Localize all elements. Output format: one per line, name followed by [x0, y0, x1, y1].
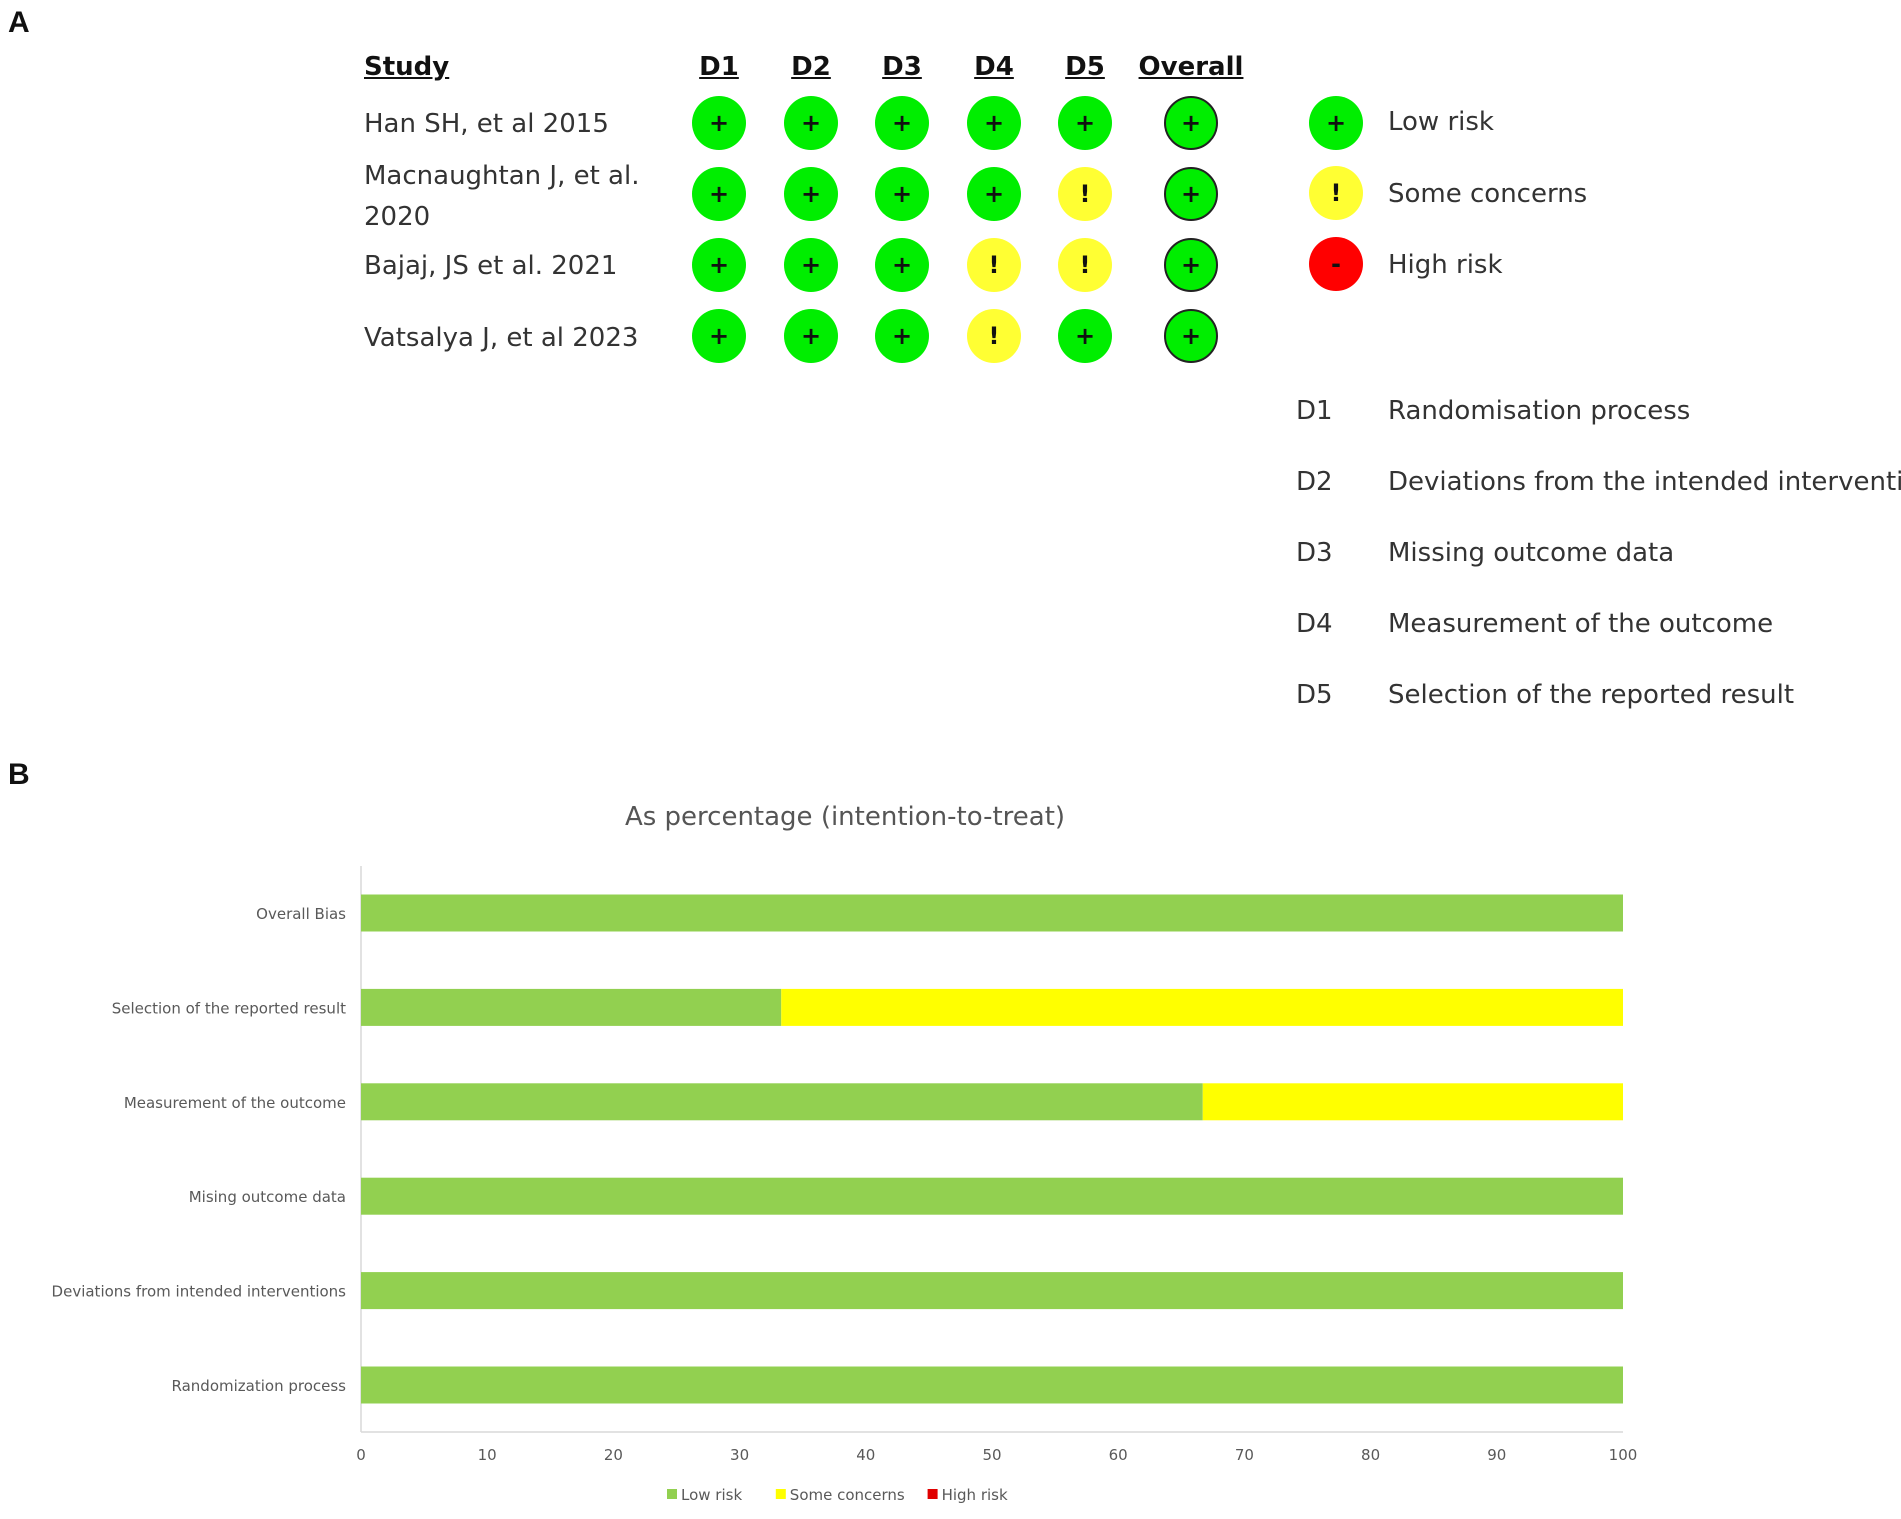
domain-description: Measurement of the outcome [1388, 609, 1774, 639]
bar-segment-low-risk [361, 1177, 1623, 1215]
overall-judgement-low: + [1164, 238, 1218, 292]
domain-code: D5 [1296, 680, 1333, 710]
d4-judgement-some: ! [967, 238, 1021, 292]
d2-judgement-low: + [784, 309, 838, 363]
legend-high-risk-label: High risk [1388, 250, 1503, 280]
d2-judgement-low: + [784, 167, 838, 221]
bar-segment-low-risk [361, 1083, 1203, 1121]
x-tick-label: 10 [478, 1446, 497, 1464]
bar-segment-low-risk [361, 988, 782, 1026]
bar-segment-some-concerns [781, 988, 1623, 1026]
x-tick-label: 100 [1609, 1446, 1638, 1464]
study-name: Vatsalya J, et al 2023 [364, 323, 639, 353]
domain-description: Deviations from the intended interventio… [1388, 467, 1901, 497]
overall-judgement-low: + [1164, 96, 1218, 150]
legend-some-concerns-label: Some concerns [1388, 179, 1588, 209]
d1-judgement-low: + [692, 167, 746, 221]
category-label: Measurement of the outcome [124, 1094, 346, 1112]
legend-high-risk-icon: - [1309, 237, 1363, 291]
d3-judgement-low: + [875, 309, 929, 363]
x-tick-label: 70 [1235, 1446, 1254, 1464]
legend-low-risk-label: Low risk [1388, 107, 1494, 137]
x-tick-label: 80 [1361, 1446, 1380, 1464]
d3-header: D3 [882, 52, 922, 82]
overall-header: Overall [1138, 52, 1244, 82]
d5-judgement-low: + [1058, 96, 1112, 150]
overall-judgement-low: + [1164, 167, 1218, 221]
legend-label: High risk [942, 1486, 1008, 1504]
d4-judgement-some: ! [967, 309, 1021, 363]
category-label: Selection of the reported result [112, 999, 346, 1017]
study-name: Macnaughtan J, et al. 2020 [364, 161, 640, 232]
study-name: Bajaj, JS et al. 2021 [364, 251, 618, 281]
panel-b-label: B [8, 758, 30, 791]
domain-description: Selection of the reported result [1388, 680, 1795, 710]
study-name: Han SH, et al 2015 [364, 109, 609, 139]
bar-segment-low-risk [361, 1272, 1623, 1310]
d2-header: D2 [791, 52, 831, 82]
bar-segment-some-concerns [1202, 1083, 1623, 1121]
d5-judgement-low: + [1058, 309, 1112, 363]
bar-segment-low-risk [361, 894, 1623, 932]
domain-description: Randomisation process [1388, 396, 1691, 426]
d1-judgement-low: + [692, 309, 746, 363]
d2-judgement-low: + [784, 96, 838, 150]
domain-code: D2 [1296, 467, 1333, 497]
x-tick-label: 50 [982, 1446, 1001, 1464]
chart-title: As percentage (intention-to-treat) [624, 802, 1066, 832]
d4-judgement-low: + [967, 96, 1021, 150]
domain-code: D4 [1296, 609, 1333, 639]
d3-judgement-low: + [875, 96, 929, 150]
study-header: Study [364, 52, 450, 82]
legend-swatch [667, 1489, 677, 1499]
domain-description: Missing outcome data [1388, 538, 1675, 568]
legend-label: Low risk [681, 1486, 742, 1504]
x-tick-label: 90 [1487, 1446, 1506, 1464]
legend-some-concerns-icon: ! [1309, 166, 1363, 220]
category-label: Mising outcome data [189, 1188, 346, 1206]
legend-low-risk-icon: + [1309, 96, 1363, 150]
x-tick-label: 30 [730, 1446, 749, 1464]
panel-a-label: A [8, 6, 30, 39]
legend-swatch [927, 1489, 938, 1499]
d1-judgement-low: + [692, 238, 746, 292]
d3-judgement-low: + [875, 238, 929, 292]
domain-code: D1 [1296, 396, 1333, 426]
category-label: Overall Bias [256, 905, 346, 923]
overall-judgement-low: + [1164, 309, 1218, 363]
x-tick-label: 60 [1109, 1446, 1128, 1464]
d4-header: D4 [974, 52, 1014, 82]
d5-judgement-some: ! [1058, 238, 1112, 292]
d5-header: D5 [1065, 52, 1105, 82]
d1-header: D1 [699, 52, 739, 82]
d1-judgement-low: + [692, 96, 746, 150]
domain-code: D3 [1296, 538, 1333, 568]
x-tick-label: 0 [356, 1446, 366, 1464]
category-label: Deviations from intended interventions [52, 1283, 347, 1301]
x-tick-label: 40 [856, 1446, 875, 1464]
d2-judgement-low: + [784, 238, 838, 292]
category-label: Randomization process [172, 1377, 347, 1395]
d4-judgement-low: + [967, 167, 1021, 221]
legend-label: Some concerns [790, 1486, 905, 1504]
legend-swatch [775, 1489, 786, 1499]
d3-judgement-low: + [875, 167, 929, 221]
x-tick-label: 20 [604, 1446, 623, 1464]
bar-segment-low-risk [361, 1366, 1623, 1404]
d5-judgement-some: ! [1058, 167, 1112, 221]
